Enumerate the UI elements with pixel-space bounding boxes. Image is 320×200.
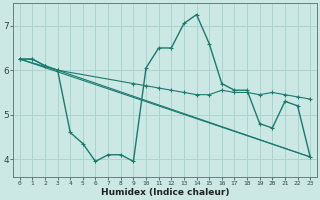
X-axis label: Humidex (Indice chaleur): Humidex (Indice chaleur) xyxy=(101,188,229,197)
